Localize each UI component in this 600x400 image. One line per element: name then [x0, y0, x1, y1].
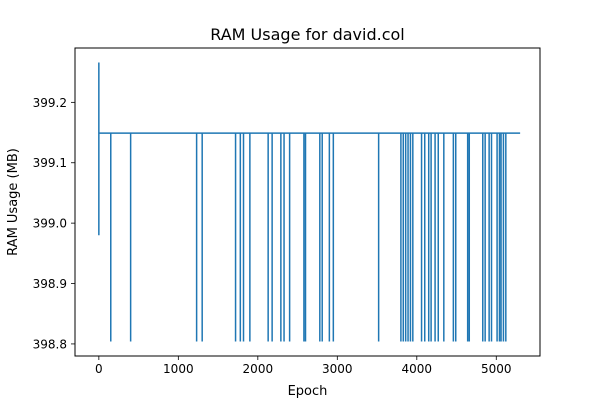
x-axis-label: Epoch	[288, 384, 328, 399]
y-tick-label: 399.0	[33, 217, 67, 231]
series-line-1	[98, 62, 521, 342]
x-tick-label: 1000	[163, 362, 194, 376]
x-axis: 0 1000 2000 3000 4000 5000	[95, 356, 512, 376]
x-tick-label: 3000	[322, 362, 353, 376]
y-tick-label: 398.8	[33, 337, 67, 351]
x-tick-label: 5000	[481, 362, 512, 376]
y-axis: 398.8 398.9 399.0 399.1 399.2	[33, 96, 75, 351]
y-tick-label: 399.1	[33, 156, 67, 170]
x-tick-label: 4000	[402, 362, 433, 376]
x-tick-label: 2000	[243, 362, 274, 376]
y-axis-label: RAM Usage (MB)	[6, 148, 21, 256]
y-tick-label: 399.2	[33, 96, 67, 110]
axes-frame	[74, 47, 541, 357]
plot-area	[98, 62, 521, 342]
chart-title: RAM Usage for david.col	[210, 25, 404, 44]
y-tick-label: 398.9	[33, 277, 67, 291]
x-tick-label: 0	[95, 362, 103, 376]
